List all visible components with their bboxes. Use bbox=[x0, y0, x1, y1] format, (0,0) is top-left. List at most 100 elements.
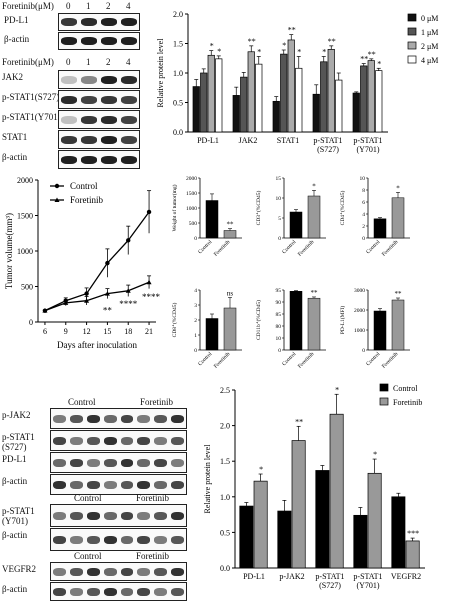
y-tick-label: 1000 bbox=[17, 247, 33, 256]
blot-band bbox=[121, 155, 137, 164]
blot-band bbox=[171, 567, 184, 576]
blot-strip bbox=[58, 110, 140, 129]
bar bbox=[205, 200, 219, 239]
bar bbox=[215, 58, 223, 133]
blot-row-label: p-STAT1 bbox=[2, 506, 35, 516]
blot-band bbox=[61, 115, 77, 124]
significance-label: * bbox=[373, 450, 377, 459]
group-label-foretinib: Foretinib bbox=[140, 397, 173, 407]
group-label-control: Control bbox=[68, 397, 96, 407]
blot-band bbox=[86, 480, 100, 489]
y-tick-label: 15 bbox=[276, 176, 282, 182]
significance-label: * bbox=[259, 465, 263, 474]
blot-band bbox=[61, 18, 77, 26]
significance-label: * bbox=[297, 47, 301, 56]
blot-band bbox=[120, 436, 134, 445]
x-tick-label: Foretinib bbox=[381, 351, 400, 370]
y-tick-label: 0 bbox=[362, 348, 365, 354]
y-axis-label: Relative protein level bbox=[156, 38, 165, 108]
y-tick-label: 0 bbox=[29, 318, 33, 327]
x-tick-label: Control bbox=[365, 239, 381, 255]
x-tick-label: (Y701) bbox=[356, 145, 379, 154]
legend-label: Foretinib bbox=[70, 195, 103, 205]
blot-band bbox=[61, 95, 77, 104]
y-tick-label: 0.5 bbox=[173, 99, 183, 108]
y-tick-label: 10 bbox=[276, 336, 282, 342]
blot-band bbox=[154, 480, 168, 489]
x-tick-label: (S727) bbox=[317, 145, 339, 154]
blot-strip bbox=[58, 90, 140, 109]
y-tick-label: 1.0 bbox=[173, 69, 183, 78]
data-point bbox=[84, 291, 89, 296]
blot-band bbox=[53, 480, 66, 489]
data-point bbox=[125, 288, 131, 293]
y-tick-label: 4 bbox=[194, 288, 197, 294]
bar bbox=[353, 514, 368, 569]
y-tick-label: 95 bbox=[276, 288, 282, 294]
blot-band bbox=[69, 458, 83, 467]
y-tick-label: 2 bbox=[362, 224, 365, 230]
blot-band bbox=[120, 414, 134, 423]
data-point bbox=[126, 238, 131, 243]
legend-label: 4 μM bbox=[421, 56, 438, 65]
y-tick-label: 80 bbox=[276, 324, 282, 330]
x-tick-label: 12 bbox=[83, 327, 91, 336]
blot-row-label: p-STAT1(S727) bbox=[2, 92, 60, 102]
legend-label: 1 μM bbox=[421, 28, 438, 37]
blot-band bbox=[86, 458, 100, 467]
y-tick-label: 10 bbox=[360, 176, 366, 182]
bar bbox=[239, 505, 254, 569]
significance-label: * bbox=[210, 42, 214, 51]
mini-bar-chart-cd3: 0 5 10 15 CD3⁺(%CD45) Control Foretinib * bbox=[255, 176, 326, 258]
blot-band bbox=[101, 37, 117, 45]
y-axis-label: Tumor volume(mm³) bbox=[4, 213, 14, 289]
blot-band bbox=[171, 535, 184, 544]
lane-label: 2 bbox=[106, 1, 111, 11]
bar bbox=[289, 211, 303, 239]
significance-label: * bbox=[257, 47, 261, 56]
x-tick-label: Control bbox=[197, 351, 213, 367]
y-tick-label: 4 bbox=[362, 212, 365, 218]
blot-band bbox=[69, 535, 83, 544]
blot-band bbox=[154, 567, 168, 576]
x-tick-label: 6 bbox=[43, 327, 47, 336]
bar bbox=[205, 318, 219, 351]
significance-label: **** bbox=[119, 299, 138, 309]
y-tick-label: 2.0 bbox=[173, 10, 183, 19]
bar bbox=[287, 39, 295, 133]
bar bbox=[307, 195, 321, 239]
bar bbox=[223, 230, 237, 239]
blot-band bbox=[53, 511, 66, 520]
blot-band bbox=[120, 535, 134, 544]
bar bbox=[307, 297, 321, 351]
blot-band bbox=[171, 414, 184, 423]
bar bbox=[367, 60, 375, 133]
significance-label: * bbox=[335, 385, 339, 394]
y-tick-label: 6 bbox=[362, 200, 365, 206]
blot-band bbox=[154, 511, 168, 520]
y-tick-label: 500 bbox=[21, 283, 33, 292]
bar bbox=[277, 510, 292, 569]
blot-band bbox=[120, 511, 134, 520]
significance-label: * bbox=[322, 47, 326, 56]
blot-b-header: Foretinib(μM) bbox=[2, 57, 54, 67]
blot-band bbox=[137, 414, 151, 423]
legend-swatch bbox=[407, 13, 417, 22]
blot-band bbox=[53, 414, 66, 423]
x-tick-label: p-STAT1 bbox=[353, 136, 382, 145]
lane-label: 1 bbox=[86, 57, 91, 67]
y-tick-label: 10 bbox=[276, 196, 282, 202]
blot-band bbox=[121, 75, 137, 84]
x-tick-label: Control bbox=[281, 239, 297, 255]
x-tick-label: 21 bbox=[145, 327, 153, 336]
blot-row-label: p-JAK2 bbox=[2, 410, 31, 420]
y-axis-label: CD3⁺(%CD45) bbox=[255, 190, 262, 225]
blot-strip bbox=[58, 32, 140, 50]
blot-row-label: β-actin bbox=[4, 34, 30, 44]
bar bbox=[312, 93, 320, 133]
blot-strip bbox=[50, 562, 187, 581]
group-label-foretinib: Foretinib bbox=[136, 551, 169, 561]
bottom-bar-chart: 0.0 0.5 1.0 1.5 2.0 2.5 Relative protein level… bbox=[203, 383, 425, 590]
y-tick-label: 1.0 bbox=[220, 493, 230, 502]
